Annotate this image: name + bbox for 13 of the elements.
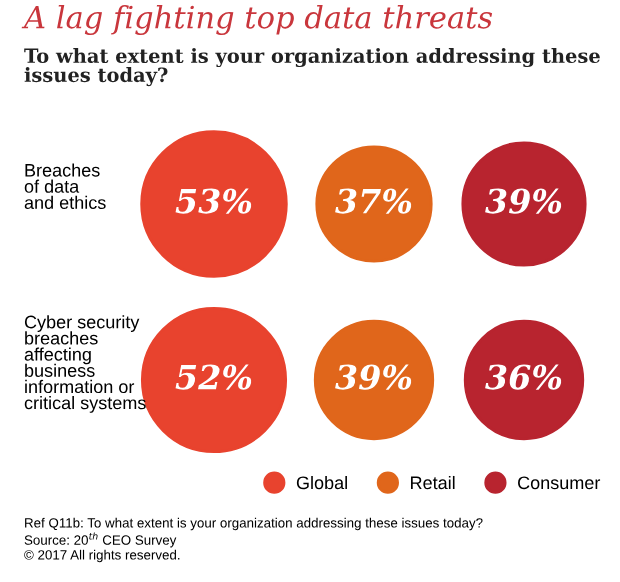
category-label: Breaches of data and ethics [24,163,106,210]
data-label: 52% [175,364,252,390]
text: A lag fighting top data threats [21,5,493,35]
data-label: 37% [335,188,412,214]
data-label: 39% [335,364,412,390]
legend-label: Consumer [518,476,601,490]
data-label: 36% [485,364,562,390]
legend-label: Retail [411,475,455,490]
data-label: 53% [175,188,252,214]
text: To what extent is your organization addressing these issues today? [24,48,600,87]
category-label: Cyber security breaches affecting business information or critical systems [24,315,146,413]
legend-label: Global [296,475,347,490]
data-label: 39% [485,188,562,214]
